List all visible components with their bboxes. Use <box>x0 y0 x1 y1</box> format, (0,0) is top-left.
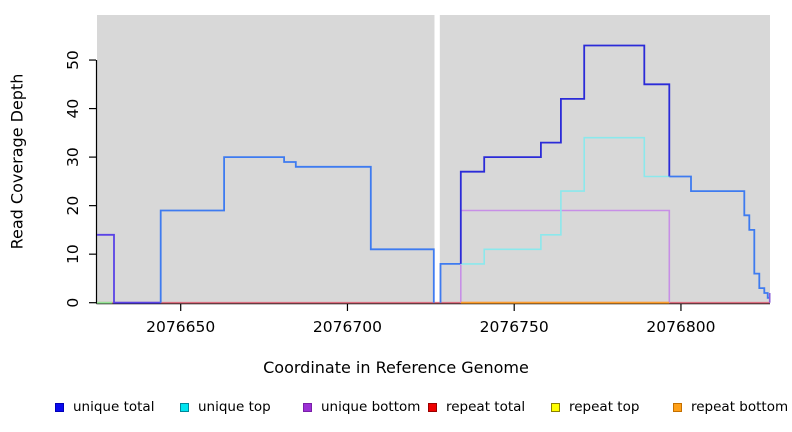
y-axis-tick-label: 20 <box>64 196 82 216</box>
y-axis-tick-label: 0 <box>64 298 82 308</box>
x-axis-title: Coordinate in Reference Genome <box>263 358 529 377</box>
no-data-gap-band <box>434 15 440 303</box>
series-line-left-violet-step <box>97 233 161 304</box>
x-axis-tick-label: 2076700 <box>313 318 382 336</box>
y-axis-tick-label: 50 <box>64 50 82 70</box>
y-axis-title: Read Coverage Depth <box>7 73 27 250</box>
series-line-darkblue-steps <box>459 44 671 264</box>
series-line-cyan-steps <box>460 136 670 265</box>
series-line-left-lightblue-steps <box>159 156 435 303</box>
y-axis-tick-label: 30 <box>64 147 82 167</box>
y-axis-tick-label: 40 <box>64 99 82 119</box>
x-axis-tick-label: 2076650 <box>146 318 215 336</box>
x-axis-tick-label: 2076750 <box>480 318 549 336</box>
series-line-gap-right-lightblue <box>439 262 461 303</box>
x-axis-tick-label: 2076800 <box>646 318 715 336</box>
y-axis-tick-label: 10 <box>64 244 82 264</box>
series-line-tail-lightblue-steps <box>669 175 770 299</box>
